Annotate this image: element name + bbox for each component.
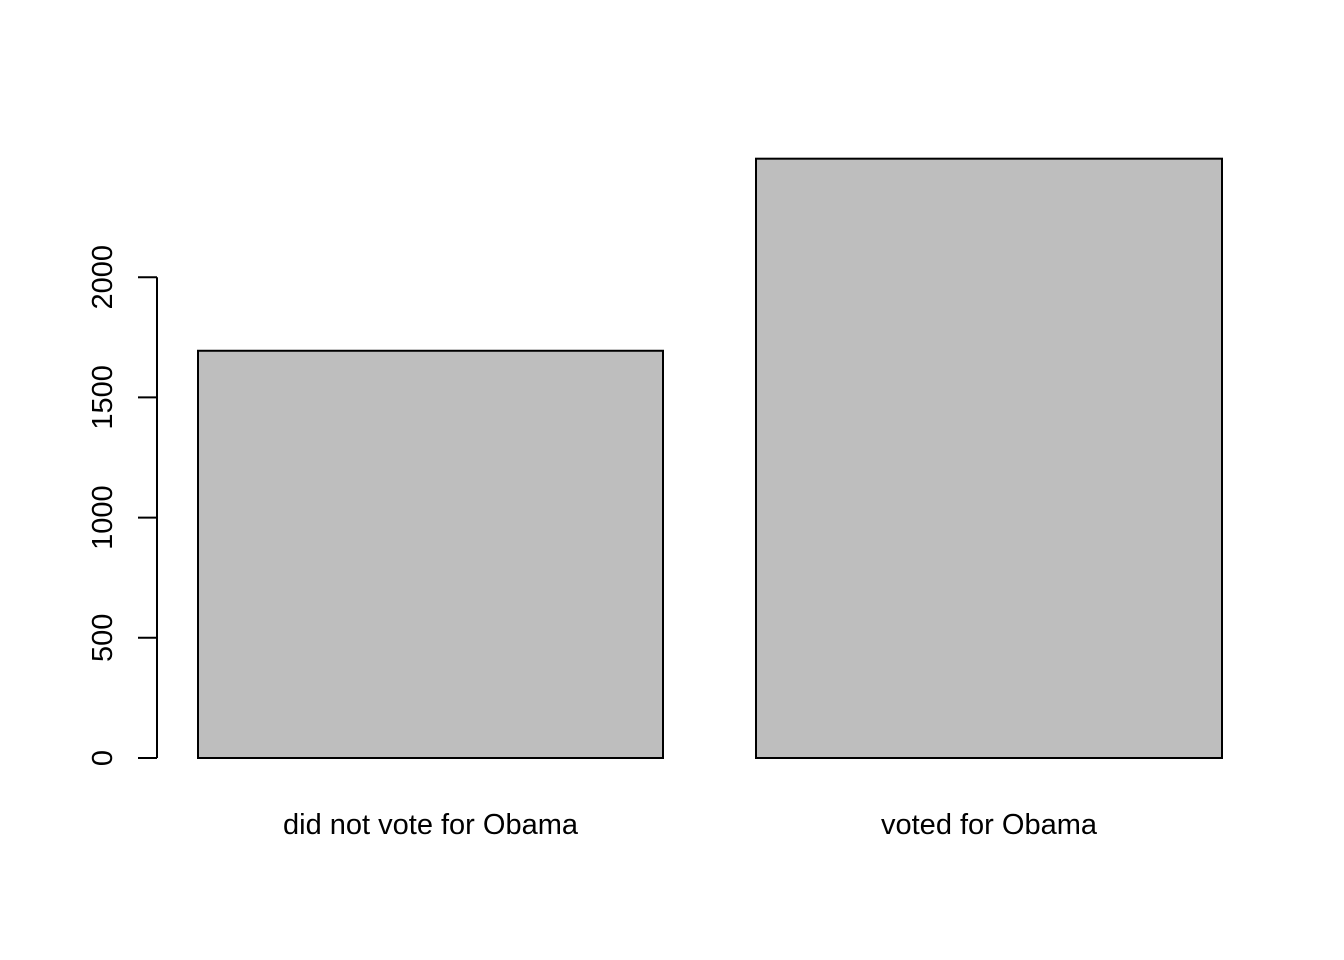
y-tick-label: 0 [87, 750, 119, 766]
x-category-label: did not vote for Obama [283, 809, 579, 841]
bars-group [197, 157, 1223, 759]
bar-0 [197, 349, 664, 759]
y-tick-label: 1000 [87, 485, 119, 550]
y-tick-label: 1500 [87, 365, 119, 430]
x-category-label: voted for Obama [881, 809, 1098, 841]
y-axis: 0 500 1000 1500 2000 [87, 245, 158, 766]
y-tick-label: 2000 [87, 245, 119, 310]
y-tick-label: 500 [87, 614, 119, 662]
y-ticks: 0 500 1000 1500 2000 [87, 245, 157, 766]
bar-1 [755, 157, 1223, 759]
x-category-labels: did not vote for Obama voted for Obama [283, 809, 1098, 841]
